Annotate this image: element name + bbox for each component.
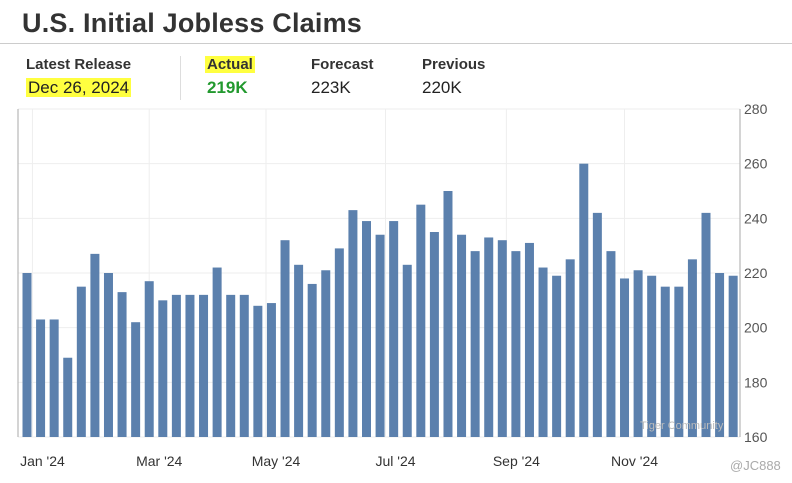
bar xyxy=(22,273,32,437)
bar xyxy=(334,248,344,437)
bar xyxy=(429,232,439,437)
previous-value: 220K xyxy=(422,78,462,97)
x-tick-label: Sep '24 xyxy=(493,453,540,469)
bar xyxy=(321,270,331,437)
bar xyxy=(497,240,507,437)
bar xyxy=(171,294,181,437)
bar xyxy=(103,273,113,437)
bar xyxy=(348,210,358,437)
y-tick-label: 180 xyxy=(744,374,768,390)
bar xyxy=(389,221,399,437)
bar xyxy=(620,278,630,437)
y-tick-label: 240 xyxy=(744,210,768,226)
watermark-handle: @JC888 xyxy=(730,458,781,473)
bar xyxy=(117,292,127,437)
x-tick-label: Jan '24 xyxy=(20,453,65,469)
bar xyxy=(552,275,562,437)
bar xyxy=(592,212,602,437)
bar xyxy=(226,294,236,437)
bar xyxy=(280,240,290,437)
bar xyxy=(470,251,480,437)
x-tick-label: Mar '24 xyxy=(136,453,182,469)
bar xyxy=(253,305,263,437)
bar xyxy=(158,300,168,437)
forecast-value: 223K xyxy=(311,78,351,97)
bar xyxy=(647,275,657,437)
bar xyxy=(484,237,494,437)
bar xyxy=(375,234,385,437)
x-tick-label: Nov '24 xyxy=(611,453,658,469)
stat-latest-release: Latest Release Dec 26, 2024 xyxy=(26,56,132,98)
bar xyxy=(362,221,371,437)
y-tick-label: 200 xyxy=(744,320,768,336)
latest-release-value: Dec 26, 2024 xyxy=(26,78,132,97)
bar xyxy=(36,319,46,437)
x-tick-label: Jul '24 xyxy=(375,453,415,469)
bar xyxy=(294,264,304,437)
stat-forecast: Forecast 223K xyxy=(311,56,374,98)
bar xyxy=(457,234,467,437)
y-tick-label: 220 xyxy=(744,265,768,281)
bar xyxy=(728,275,738,437)
bar xyxy=(579,163,589,437)
x-tick-label: May '24 xyxy=(252,453,301,469)
bar xyxy=(565,259,575,437)
bar xyxy=(416,204,426,437)
bar xyxy=(606,251,616,437)
bar xyxy=(633,270,643,437)
latest-release-label: Latest Release xyxy=(26,56,132,73)
bar xyxy=(185,294,195,437)
bar xyxy=(443,191,453,437)
bar xyxy=(538,267,548,437)
y-tick-label: 280 xyxy=(744,101,768,117)
actual-label: Actual xyxy=(205,56,255,73)
bar xyxy=(76,286,86,437)
bar xyxy=(144,281,154,437)
divider xyxy=(0,43,792,44)
page-title: U.S. Initial Jobless Claims xyxy=(22,8,363,38)
bar xyxy=(511,251,521,437)
y-tick-label: 260 xyxy=(744,156,768,172)
bar xyxy=(524,242,534,437)
previous-label: Previous xyxy=(422,56,486,73)
bar xyxy=(199,294,209,437)
actual-value: 219K xyxy=(207,78,248,97)
bar xyxy=(266,303,276,437)
bar xyxy=(131,322,141,437)
watermark-community: Tiger Community xyxy=(640,420,724,432)
bar xyxy=(212,267,222,437)
bar xyxy=(715,273,725,437)
bar xyxy=(49,319,59,437)
stat-previous: Previous 220K xyxy=(422,56,485,98)
bar xyxy=(687,259,697,437)
bar xyxy=(701,212,711,437)
stat-actual: Actual 219K xyxy=(205,56,255,98)
bar xyxy=(90,253,100,437)
stats-divider xyxy=(180,56,181,100)
bar xyxy=(674,286,684,437)
bar xyxy=(402,264,412,437)
y-tick-label: 160 xyxy=(744,429,768,445)
bar xyxy=(660,286,670,437)
bar xyxy=(239,294,249,437)
forecast-label: Forecast xyxy=(311,56,374,73)
bar xyxy=(307,283,317,437)
bar xyxy=(63,357,73,437)
